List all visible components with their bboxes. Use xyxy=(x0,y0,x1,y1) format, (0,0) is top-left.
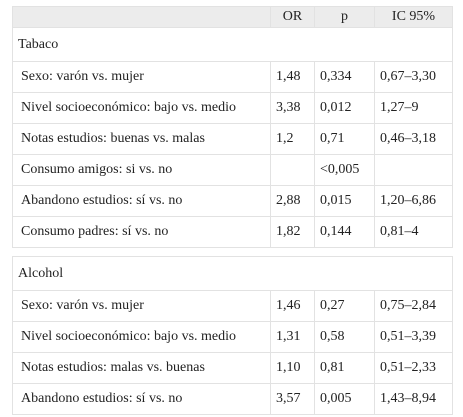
cell-p: 0,334 xyxy=(314,61,375,93)
row-label: Nivel socioeconómico: bajo vs. medio xyxy=(12,321,271,353)
cell-or: 1,48 xyxy=(270,61,315,93)
cell-p: 0,71 xyxy=(314,123,375,155)
column-header: IC 95% xyxy=(374,6,453,28)
cell-ic: 1,27–9 xyxy=(374,92,453,124)
data-row: Notas estudios: buenas vs. malas 1,2 0,71 0… xyxy=(12,123,453,155)
cell-p: 0,005 xyxy=(314,383,375,415)
row-label: Abandono estudios: sí vs. no xyxy=(12,185,271,217)
data-row: Nivel socioeconómico: bajo vs. medio 3,38… xyxy=(12,92,453,124)
cell-ic: 0,81–4 xyxy=(374,216,453,248)
cell-or: 1,31 xyxy=(270,321,315,353)
cell-or: 1,10 xyxy=(270,352,315,384)
cell-ic: 0,75–2,84 xyxy=(374,290,453,322)
data-row: Notas estudios: malas vs. buenas 1,10 0,81… xyxy=(12,352,453,384)
cell-or: 1,2 xyxy=(270,123,315,155)
empty-cell xyxy=(374,154,453,186)
row-label: Abandono estudios: sí vs. no xyxy=(12,383,271,415)
cell-p: 0,015 xyxy=(314,185,375,217)
spacer-cell xyxy=(314,247,375,257)
cell-ic: 0,46–3,18 xyxy=(374,123,453,155)
results-table: OR p IC 95% Tabaco Sexo: varón vs. mujer 1,48… xyxy=(12,6,453,415)
cell-or: 3,38 xyxy=(270,92,315,124)
row-label: Nivel socioeconómico: bajo vs. medio xyxy=(12,92,271,124)
table-body: OR p IC 95% Tabaco Sexo: varón vs. mujer 1,48… xyxy=(12,6,453,415)
row-label: Notas estudios: buenas vs. malas xyxy=(12,123,271,155)
cell-ic: 1,20–6,86 xyxy=(374,185,453,217)
cell-or: 1,82 xyxy=(270,216,315,248)
cell-ic: 0,51–3,39 xyxy=(374,321,453,353)
row-label: Sexo: varón vs. mujer xyxy=(12,290,271,322)
section-title: Tabaco xyxy=(12,27,453,62)
cell-or: 1,46 xyxy=(270,290,315,322)
section-row: Tabaco xyxy=(12,27,453,62)
section-row: Alcohol xyxy=(12,256,453,291)
cell-p: 0,144 xyxy=(314,216,375,248)
cell-p: 0,81 xyxy=(314,352,375,384)
cell-ic: 1,43–8,94 xyxy=(374,383,453,415)
cell-p: 0,58 xyxy=(314,321,375,353)
data-row: Abandono estudios: sí vs. no 2,88 0,015 1,2… xyxy=(12,185,453,217)
cell-p: 0,012 xyxy=(314,92,375,124)
header-row: OR p IC 95% xyxy=(12,6,453,28)
row-label: Consumo padres: sí vs. no xyxy=(12,216,271,248)
cell-p: 0,27 xyxy=(314,290,375,322)
spacer-row xyxy=(12,247,453,257)
section-title: Alcohol xyxy=(12,256,453,291)
column-header: p xyxy=(314,6,375,28)
spacer-cell xyxy=(270,247,315,257)
cell-p: <0,005 xyxy=(314,154,375,186)
data-row: Consumo padres: sí vs. no 1,82 0,144 0,81–4 xyxy=(12,216,453,248)
row-label: Consumo amigos: si vs. no xyxy=(12,154,271,186)
header-cell xyxy=(12,6,271,28)
cell-or: 3,57 xyxy=(270,383,315,415)
data-row: Abandono estudios: sí vs. no 3,57 0,005 1,4… xyxy=(12,383,453,415)
cell-or: 2,88 xyxy=(270,185,315,217)
data-row: Consumo amigos: si vs. no <0,005 xyxy=(12,154,453,186)
row-label: Sexo: varón vs. mujer xyxy=(12,61,271,93)
cell-ic: 0,51–2,33 xyxy=(374,352,453,384)
empty-cell xyxy=(270,154,315,186)
spacer-cell xyxy=(12,247,271,257)
data-row: Sexo: varón vs. mujer 1,48 0,334 0,67–3,30 xyxy=(12,61,453,93)
data-row: Sexo: varón vs. mujer 1,46 0,27 0,75–2,84 xyxy=(12,290,453,322)
column-header: OR xyxy=(270,6,315,28)
row-label: Notas estudios: malas vs. buenas xyxy=(12,352,271,384)
spacer-cell xyxy=(374,247,453,257)
data-row: Nivel socioeconómico: bajo vs. medio 1,31… xyxy=(12,321,453,353)
cell-ic: 0,67–3,30 xyxy=(374,61,453,93)
